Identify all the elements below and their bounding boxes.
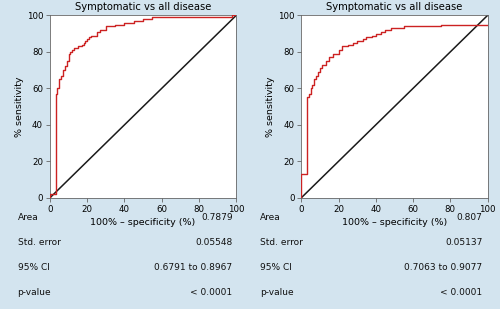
Text: 0.05137: 0.05137 [445,238,482,247]
Text: Std. error: Std. error [18,238,60,247]
Text: < 0.0001: < 0.0001 [440,288,482,297]
Text: 95% CI: 95% CI [18,263,50,272]
Text: p-value: p-value [18,288,51,297]
Title: ROC of 1.2 kb deletion
Symptomatic vs all disease: ROC of 1.2 kb deletion Symptomatic vs al… [75,0,212,12]
Text: < 0.0001: < 0.0001 [190,288,232,297]
Y-axis label: % sensitivity: % sensitivity [15,76,24,137]
X-axis label: 100% – specificity (%): 100% – specificity (%) [90,218,196,227]
Text: 0.05548: 0.05548 [195,238,232,247]
Text: 0.6791 to 0.8967: 0.6791 to 0.8967 [154,263,232,272]
Y-axis label: % sensitivity: % sensitivity [266,76,275,137]
Text: 0.807: 0.807 [456,214,482,222]
Text: p-value: p-value [260,288,294,297]
Text: 95% CI: 95% CI [260,263,292,272]
Text: Std. error: Std. error [260,238,303,247]
Text: Area: Area [18,214,38,222]
Text: 0.7879: 0.7879 [201,214,232,222]
Text: Area: Area [260,214,281,222]
Title: ROC of 3.7 kb deletion
Symptomatic vs all disease: ROC of 3.7 kb deletion Symptomatic vs al… [326,0,462,12]
Text: 0.7063 to 0.9077: 0.7063 to 0.9077 [404,263,482,272]
X-axis label: 100% – specificity (%): 100% – specificity (%) [342,218,447,227]
